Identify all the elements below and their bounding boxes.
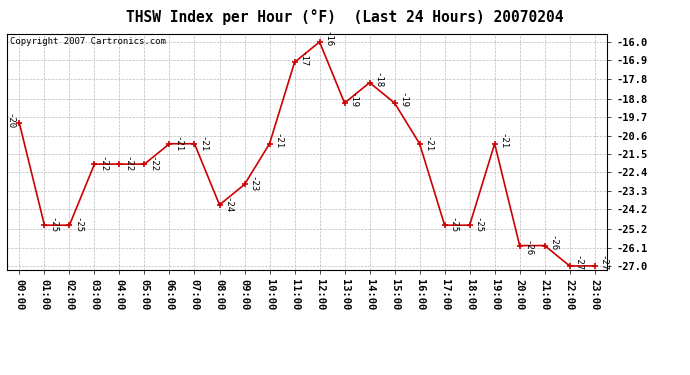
Text: -22: -22 bbox=[124, 156, 132, 172]
Text: -27: -27 bbox=[573, 255, 582, 271]
Text: -22: -22 bbox=[98, 156, 107, 172]
Text: -26: -26 bbox=[549, 235, 558, 251]
Text: Copyright 2007 Cartronics.com: Copyright 2007 Cartronics.com bbox=[10, 37, 166, 46]
Text: -26: -26 bbox=[524, 240, 533, 256]
Text: -17: -17 bbox=[298, 51, 307, 68]
Text: -25: -25 bbox=[73, 217, 82, 233]
Text: -27: -27 bbox=[598, 255, 607, 271]
Text: -25: -25 bbox=[48, 217, 57, 233]
Text: -21: -21 bbox=[498, 133, 507, 149]
Text: -19: -19 bbox=[398, 92, 407, 108]
Text: -20: -20 bbox=[6, 112, 14, 129]
Text: -19: -19 bbox=[348, 92, 357, 108]
Text: -18: -18 bbox=[373, 72, 382, 88]
Text: -25: -25 bbox=[473, 217, 482, 233]
Text: -25: -25 bbox=[448, 217, 457, 233]
Text: -21: -21 bbox=[198, 136, 207, 152]
Text: -21: -21 bbox=[424, 136, 433, 152]
Text: -21: -21 bbox=[173, 136, 182, 152]
Text: -23: -23 bbox=[248, 176, 257, 192]
Text: -21: -21 bbox=[273, 133, 282, 149]
Text: -24: -24 bbox=[224, 197, 233, 213]
Text: THSW Index per Hour (°F)  (Last 24 Hours) 20070204: THSW Index per Hour (°F) (Last 24 Hours)… bbox=[126, 9, 564, 25]
Text: -16: -16 bbox=[324, 31, 333, 47]
Text: -22: -22 bbox=[148, 156, 157, 172]
